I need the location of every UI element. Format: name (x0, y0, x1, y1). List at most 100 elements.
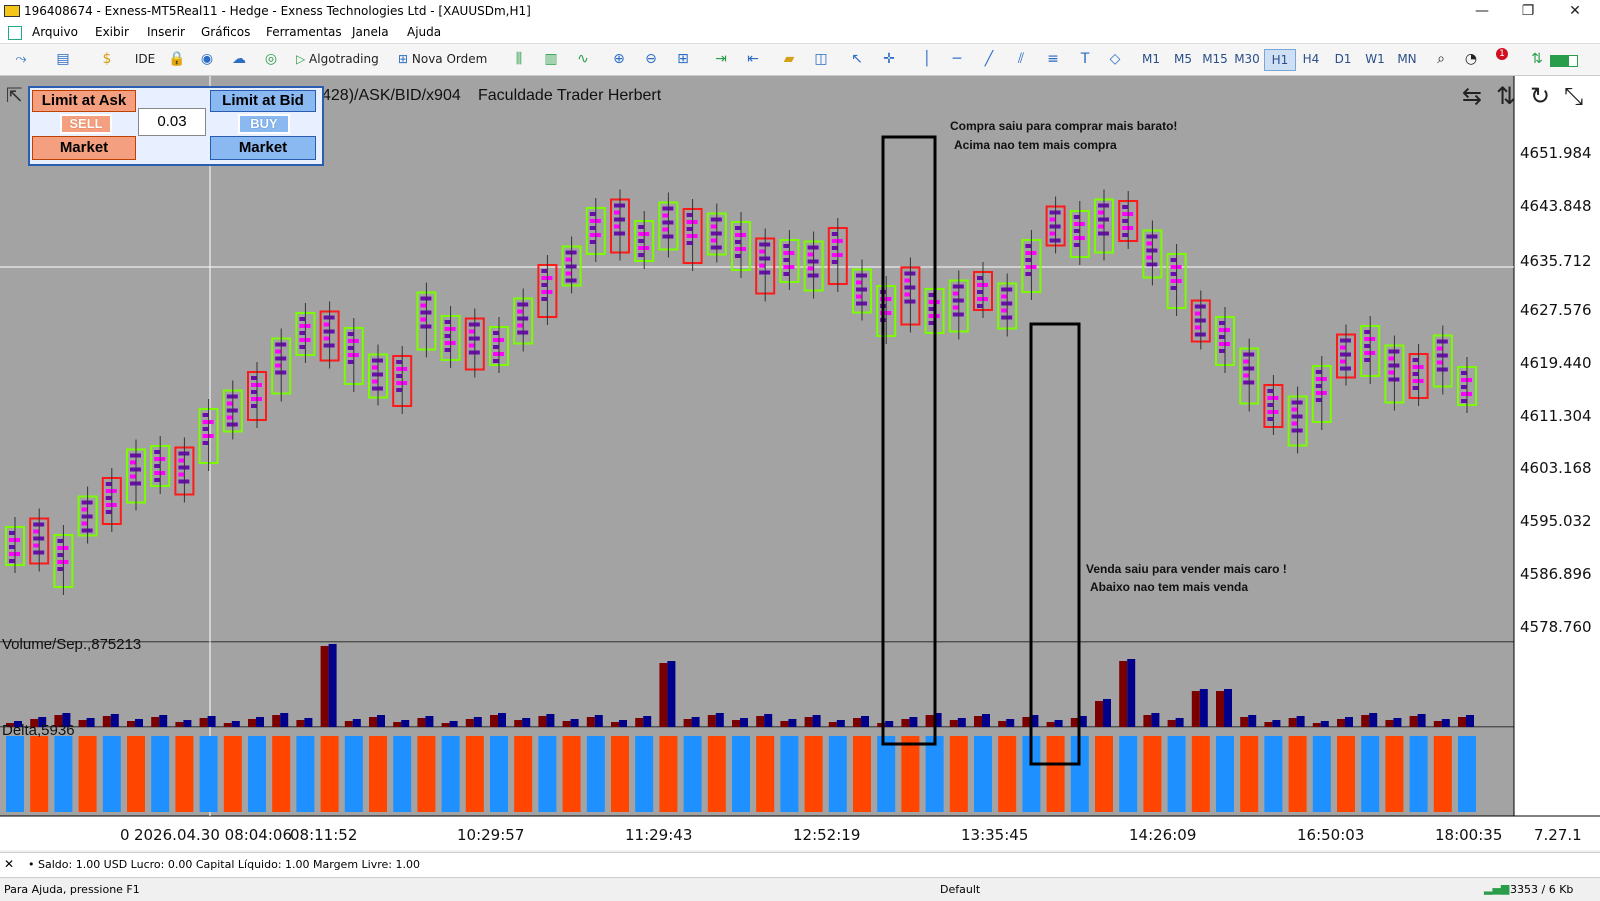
signal-strength-icon[interactable]: ⇅ (1531, 51, 1543, 67)
menu-ferramentas[interactable]: Ferramentas (266, 25, 342, 39)
vps-icon[interactable]: ◎ (264, 51, 278, 67)
new-chart-icon[interactable]: ⤳ (15, 51, 27, 67)
screenshot-icon[interactable]: ◫ (814, 51, 828, 67)
delta-bar (562, 736, 581, 812)
footprint-level (1364, 344, 1371, 348)
volume-bar (643, 716, 652, 727)
sell-market-button[interactable]: Market (32, 136, 136, 160)
bar-chart-icon[interactable]: ⫼ (515, 51, 523, 67)
volume-bar (1369, 713, 1378, 727)
indicator-axis (1514, 643, 1600, 816)
vertical-line-icon[interactable]: │ (922, 51, 932, 67)
chart-detach-icon[interactable]: ⇱ (6, 83, 23, 107)
fibonacci-icon[interactable]: ≡ (1047, 51, 1059, 67)
shapes-icon[interactable]: ◇ (1109, 51, 1121, 67)
footprint-level (372, 379, 378, 384)
minimize-button[interactable]: — (1475, 3, 1489, 19)
crosshair-icon[interactable]: ✛ (883, 51, 895, 67)
footprint-level (1412, 372, 1419, 376)
buy-label[interactable]: BUY (238, 114, 290, 134)
timeframe-mn[interactable]: MN (1397, 52, 1417, 66)
reset-icon[interactable]: ↻ (1530, 82, 1550, 110)
notification-icon[interactable]: ◔ (1464, 51, 1478, 67)
delta-bar (1167, 736, 1186, 812)
footprint-level (541, 297, 548, 301)
vertical-scale-icon[interactable]: ⇅ (1496, 82, 1516, 110)
menu-janela[interactable]: Janela (352, 25, 389, 39)
timeframe-h1[interactable]: H1 (1264, 49, 1296, 71)
volume-bar (611, 722, 619, 727)
volume-bar (1054, 720, 1063, 727)
volume-bar (490, 715, 498, 727)
search-icon[interactable]: ⌕ (1437, 51, 1445, 67)
volume-bar (280, 713, 289, 727)
footprint-level (275, 349, 282, 354)
timeframe-w1[interactable]: W1 (1365, 52, 1385, 66)
horizontal-scale-icon[interactable]: ⇆ (1462, 82, 1482, 110)
timeframe-d1[interactable]: D1 (1334, 52, 1352, 66)
folder-icon[interactable]: ▰ (783, 51, 795, 67)
delta-bar (1385, 736, 1404, 812)
menu-ajuda[interactable]: Ajuda (407, 25, 442, 39)
timeframe-m1[interactable]: M1 (1142, 52, 1160, 66)
delta-bar (877, 736, 896, 812)
autoscroll-icon[interactable]: ⇥ (715, 51, 727, 67)
limit-at-ask-button[interactable]: Limit at Ask (32, 90, 136, 112)
timeframe-m5[interactable]: M5 (1174, 52, 1192, 66)
menu-graficos[interactable]: Gráficos (201, 25, 251, 39)
price-label: 4611.304 (1520, 407, 1592, 425)
ide-button[interactable]: IDE (134, 52, 156, 66)
text-tool-icon[interactable]: T (1080, 51, 1090, 67)
volume-bar (352, 719, 361, 727)
channel-icon[interactable]: ⫽ (1017, 51, 1025, 67)
menu-arquivo[interactable]: Arquivo (32, 25, 78, 39)
trendline-icon[interactable]: ╱ (984, 51, 994, 67)
new-order-button[interactable]: ⊞ Nova Ordem (398, 52, 488, 66)
volume-bar (1151, 713, 1160, 727)
timeframe-m30[interactable]: M30 (1234, 52, 1260, 66)
line-chart-icon[interactable]: ∿ (577, 51, 589, 67)
volume-bar (1143, 715, 1152, 727)
chart-template-icon[interactable]: ▤ (56, 51, 70, 67)
cursor-icon[interactable]: ↖ (851, 51, 863, 67)
footprint-level (444, 348, 451, 352)
menu-inserir[interactable]: Inserir (147, 25, 185, 39)
delta-bar (417, 736, 436, 812)
timeframe-h4[interactable]: H4 (1302, 52, 1320, 66)
algotrading-button[interactable]: ▷ Algotrading (296, 52, 379, 66)
zoom-in-icon[interactable]: ⊕ (613, 51, 625, 67)
menu-exibir[interactable]: Exibir (95, 25, 129, 39)
close-button[interactable]: ✕ (1569, 3, 1581, 19)
collapse-icon[interactable]: ⤡ (1564, 82, 1583, 110)
delta-bar (1409, 736, 1428, 812)
footprint-level (1122, 233, 1129, 237)
buy-market-button[interactable]: Market (210, 136, 316, 160)
close-icon[interactable]: ✕ (4, 857, 15, 871)
signal-icon[interactable]: ◉ (200, 51, 214, 67)
menu-bar: Arquivo Exibir Inserir Gráficos Ferramen… (0, 22, 1600, 43)
chart-shift-icon[interactable]: ⇤ (747, 51, 759, 67)
footprint-level (1073, 243, 1080, 247)
horizontal-line-icon[interactable]: ─ (952, 51, 962, 67)
lot-size-input[interactable]: 0.03 (138, 108, 206, 136)
chart-canvas[interactable]: 428)/ASK/BID/x904 Faculdade Trader Herbe… (0, 76, 1600, 850)
volume-bar (901, 719, 910, 727)
market-icon[interactable]: $ (102, 51, 112, 67)
chart-window[interactable]: 428)/ASK/BID/x904 Faculdade Trader Herbe… (0, 76, 1600, 850)
volume-bar (683, 719, 692, 727)
zoom-out-icon[interactable]: ⊖ (645, 51, 657, 67)
delta-layer (6, 736, 1476, 812)
footprint-level (638, 225, 645, 229)
footprint-level (686, 241, 693, 245)
limit-at-bid-button[interactable]: Limit at Bid (210, 90, 316, 112)
volume-bar (812, 715, 821, 727)
maximize-button[interactable]: ❐ (1521, 3, 1535, 19)
volume-bar (861, 716, 869, 727)
cloud-icon[interactable]: ☁ (232, 51, 246, 67)
grid-icon[interactable]: ⊞ (677, 51, 689, 67)
sell-label[interactable]: SELL (60, 114, 112, 134)
footprint-level (396, 374, 403, 378)
timeframe-m15[interactable]: M15 (1202, 52, 1228, 66)
candle-chart-icon[interactable]: ▥ (544, 51, 558, 67)
lock-icon[interactable]: 🔒 (168, 51, 186, 67)
